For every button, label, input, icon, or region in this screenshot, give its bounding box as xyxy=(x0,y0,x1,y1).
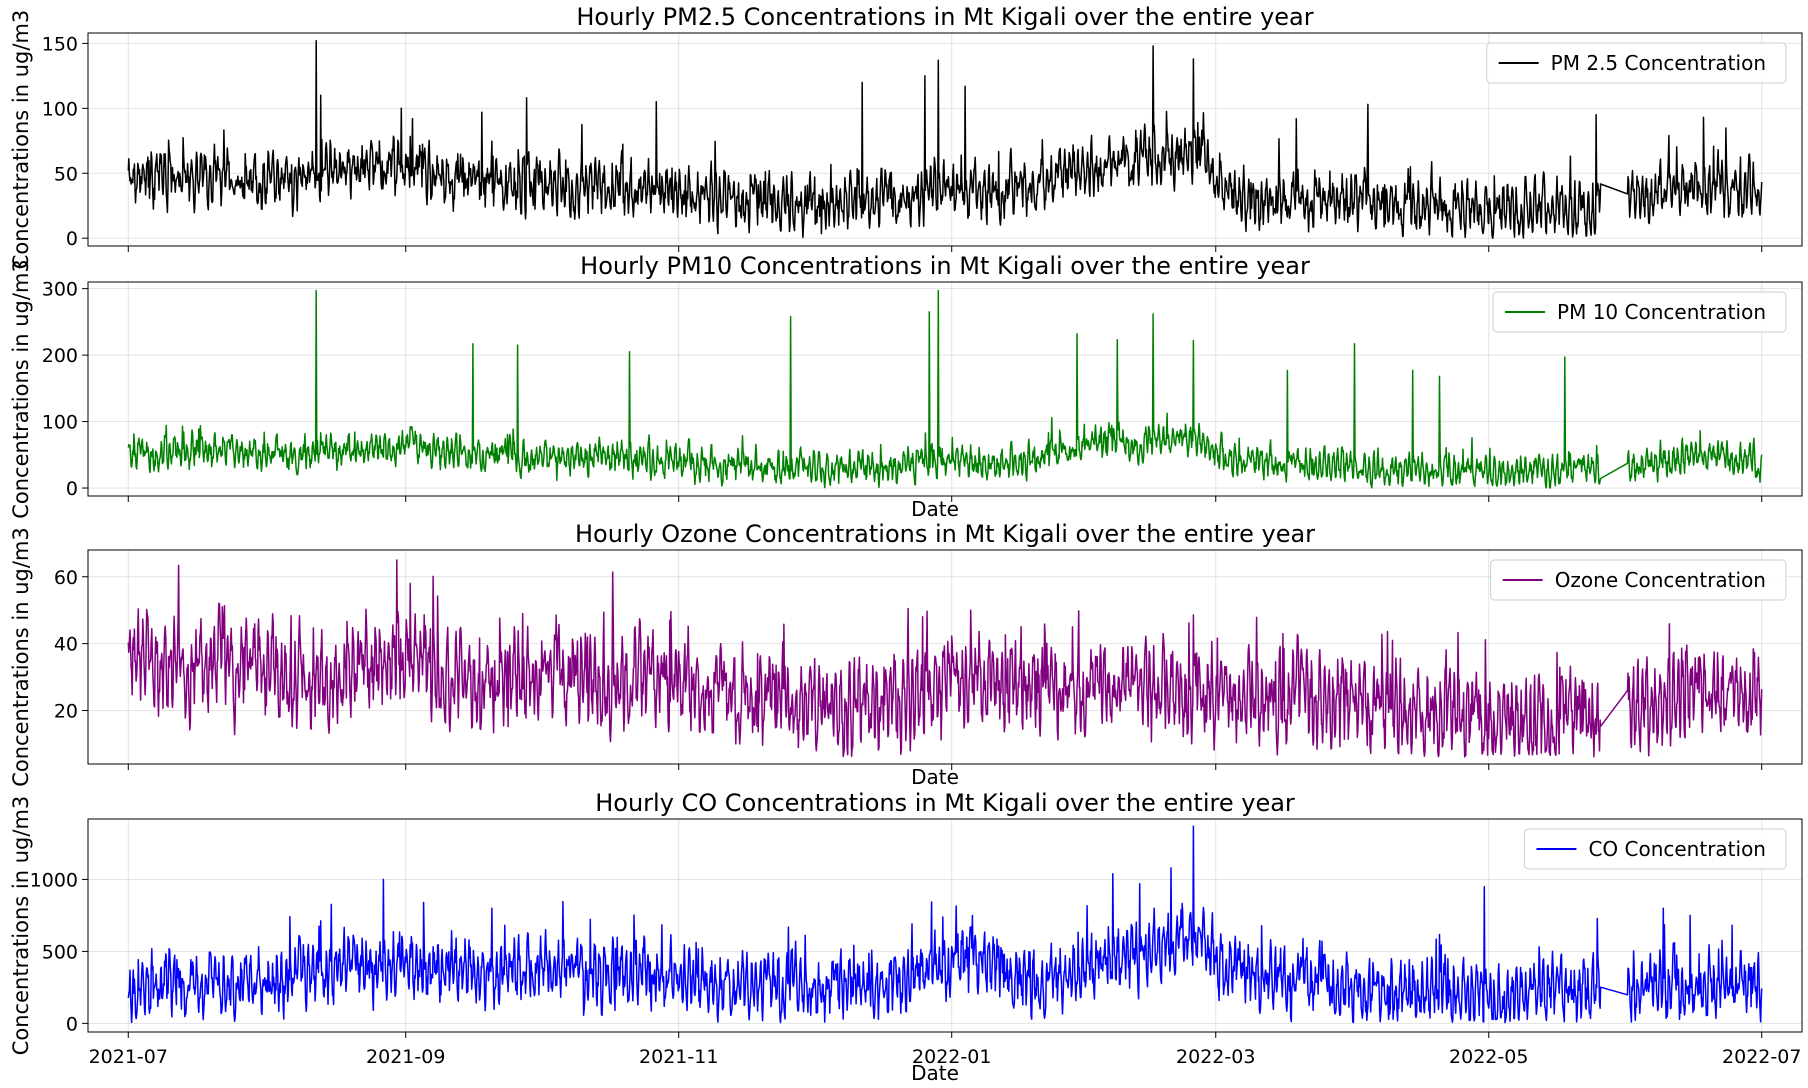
y-tick-label: 20 xyxy=(54,701,78,723)
x-axis-label: Date xyxy=(911,497,959,521)
axes-frame xyxy=(87,32,1803,247)
axes-frame xyxy=(87,549,1803,765)
chart-panel-2: 0 100 200 300 Hourly PM10 Concentrations in … xyxy=(9,252,1803,521)
y-tick-label: 1000 xyxy=(30,869,78,891)
legend: PM 2.5 Concentration xyxy=(1486,42,1787,84)
legend-box xyxy=(1523,828,1787,870)
legend-label: PM 2.5 Concentration xyxy=(1551,51,1766,75)
y-axis-label: Concentrations in ug/m3 xyxy=(9,259,33,519)
chart-title: Hourly PM2.5 Concentrations in Mt Kigali… xyxy=(576,3,1313,31)
x-tick-label: 2021-07 xyxy=(89,1046,168,1068)
y-tick-label: 100 xyxy=(42,412,78,434)
x-tick-label: 2021-11 xyxy=(639,1046,718,1068)
x-axis-label: Date xyxy=(911,765,959,789)
series-line-4 xyxy=(127,825,1763,1024)
legend-label: Ozone Concentration xyxy=(1555,568,1766,592)
legend-box xyxy=(1492,291,1787,333)
x-tick-label: 2022-07 xyxy=(1722,1046,1801,1068)
y-axis-label: Concentrations in ug/m3 xyxy=(9,796,33,1056)
chart-title: Hourly CO Concentrations in Mt Kigali ov… xyxy=(595,789,1295,817)
y-tick-label: 50 xyxy=(54,163,78,185)
y-tick-label: 500 xyxy=(42,941,78,963)
chart-panel-1: 0 50 100 150 Hourly PM2.5 Concentrations in … xyxy=(9,3,1803,270)
chart-panel-4: 0 500 1000 2021-07 2021-09 2021-11 2022-01 2022… xyxy=(9,789,1803,1085)
legend: PM 10 Concentration xyxy=(1492,291,1787,333)
legend-label: PM 10 Concentration xyxy=(1557,300,1766,324)
axes-frame xyxy=(87,281,1803,497)
series-line-1 xyxy=(127,40,1763,239)
y-axis-label: Concentrations in ug/m3 xyxy=(9,527,33,787)
y-tick-label: 200 xyxy=(42,345,78,367)
y-tick-label: 100 xyxy=(42,98,78,120)
y-tick-label: 0 xyxy=(66,1013,78,1035)
legend-label: CO Concentration xyxy=(1588,837,1766,861)
y-tick-label: 60 xyxy=(54,567,78,589)
y-tick-label: 40 xyxy=(54,634,78,656)
series-line-2 xyxy=(127,289,1763,489)
y-tick-label: 0 xyxy=(66,478,78,500)
x-tick-label: 2022-03 xyxy=(1176,1046,1255,1068)
series-line-3 xyxy=(127,559,1763,758)
y-axis-label: Concentrations in ug/m3 xyxy=(9,10,33,270)
x-tick-label: 2021-09 xyxy=(366,1046,445,1068)
legend: Ozone Concentration xyxy=(1490,559,1787,601)
x-tick-label: 2022-05 xyxy=(1449,1046,1528,1068)
x-tick-label: 2022-01 xyxy=(912,1046,991,1068)
legend: CO Concentration xyxy=(1523,828,1787,870)
axes-frame xyxy=(87,818,1803,1033)
legend-box xyxy=(1486,42,1787,84)
y-tick-label: 150 xyxy=(42,33,78,55)
y-tick-label: 0 xyxy=(66,228,78,250)
chart-title: Hourly PM10 Concentrations in Mt Kigali … xyxy=(580,252,1310,280)
y-tick-label: 300 xyxy=(42,279,78,301)
chart-title: Hourly Ozone Concentrations in Mt Kigali… xyxy=(575,520,1315,548)
legend-box xyxy=(1490,559,1787,601)
chart-panel-3: 20 40 60 Hourly Ozone Concentrations in Mt … xyxy=(9,520,1803,789)
x-axis-label: Date xyxy=(911,1061,959,1085)
